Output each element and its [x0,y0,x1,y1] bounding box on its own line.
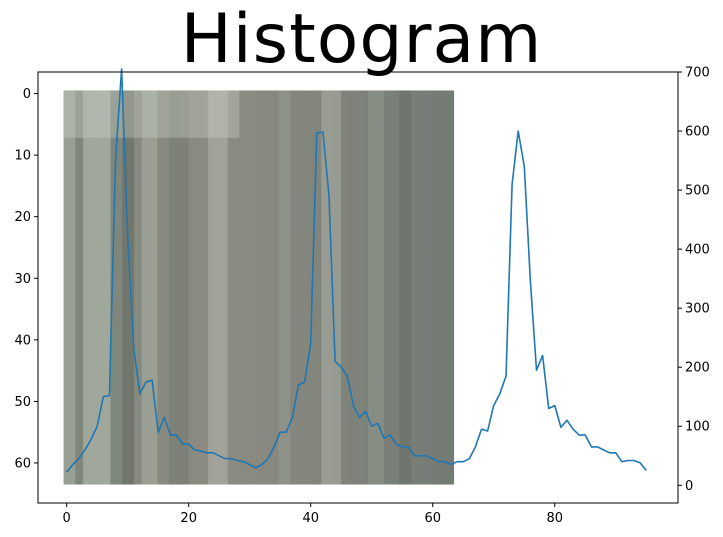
x-tick: 20 [180,503,197,526]
photo-streak [368,90,384,485]
photo-streak [110,90,134,485]
right-tick: 500 [678,184,710,199]
right-tick: 200 [678,361,710,376]
left-tick-label: 50 [14,395,31,410]
photo-streak [399,90,412,485]
left-tick: 20 [14,210,38,225]
histogram-series [66,68,647,473]
right-tick: 700 [678,66,710,81]
chart-title: Histogram [180,0,543,79]
left-tick: 60 [14,456,38,471]
right-tick: 400 [678,243,710,258]
photo-streak [321,90,341,485]
x-tick-label: 80 [546,511,563,526]
photo-highlight [63,90,240,138]
right-tick-label: 600 [685,125,710,140]
right-tick-label: 300 [685,302,710,317]
left-tick: 40 [14,333,38,348]
photo-streak [63,90,76,485]
photo-streak [278,90,291,485]
left-tick: 50 [14,395,38,410]
background-photo [63,90,455,485]
right-tick-label: 500 [685,184,710,199]
left-tick-label: 30 [14,272,31,287]
right-tick-label: 700 [685,66,710,81]
x-tick: 0 [63,503,71,526]
photo-streak [169,90,189,485]
right-tick: 100 [678,420,710,435]
left-tick-label: 40 [14,333,31,348]
x-axis: 0 20 40 60 80 [63,503,563,526]
right-tick: 0 [678,479,693,494]
x-tick-label: 20 [180,511,197,526]
left-tick-label: 0 [23,87,31,102]
photo-streak [141,90,158,485]
right-y-axis: 0 100 200 300 400 500 600 700 [678,66,710,494]
left-tick: 0 [23,87,38,102]
x-tick-label: 60 [424,511,441,526]
right-tick-label: 0 [685,479,693,494]
photo-streak [208,90,228,485]
left-tick-label: 20 [14,210,31,225]
right-tick: 600 [678,125,710,140]
left-tick: 10 [14,149,38,164]
x-tick: 80 [546,503,563,526]
plot-frame [37,71,679,504]
x-tick: 40 [302,503,319,526]
left-y-axis: 0 10 20 30 40 50 60 [14,87,38,471]
left-tick-label: 60 [14,456,31,471]
x-tick: 60 [424,503,441,526]
right-tick-label: 200 [685,361,710,376]
x-tick-label: 0 [63,511,71,526]
left-tick: 30 [14,272,38,287]
right-tick-label: 400 [685,243,710,258]
right-tick: 300 [678,302,710,317]
right-tick-label: 100 [685,420,710,435]
series-line [66,68,647,473]
x-tick-label: 40 [302,511,319,526]
left-tick-label: 10 [14,149,31,164]
